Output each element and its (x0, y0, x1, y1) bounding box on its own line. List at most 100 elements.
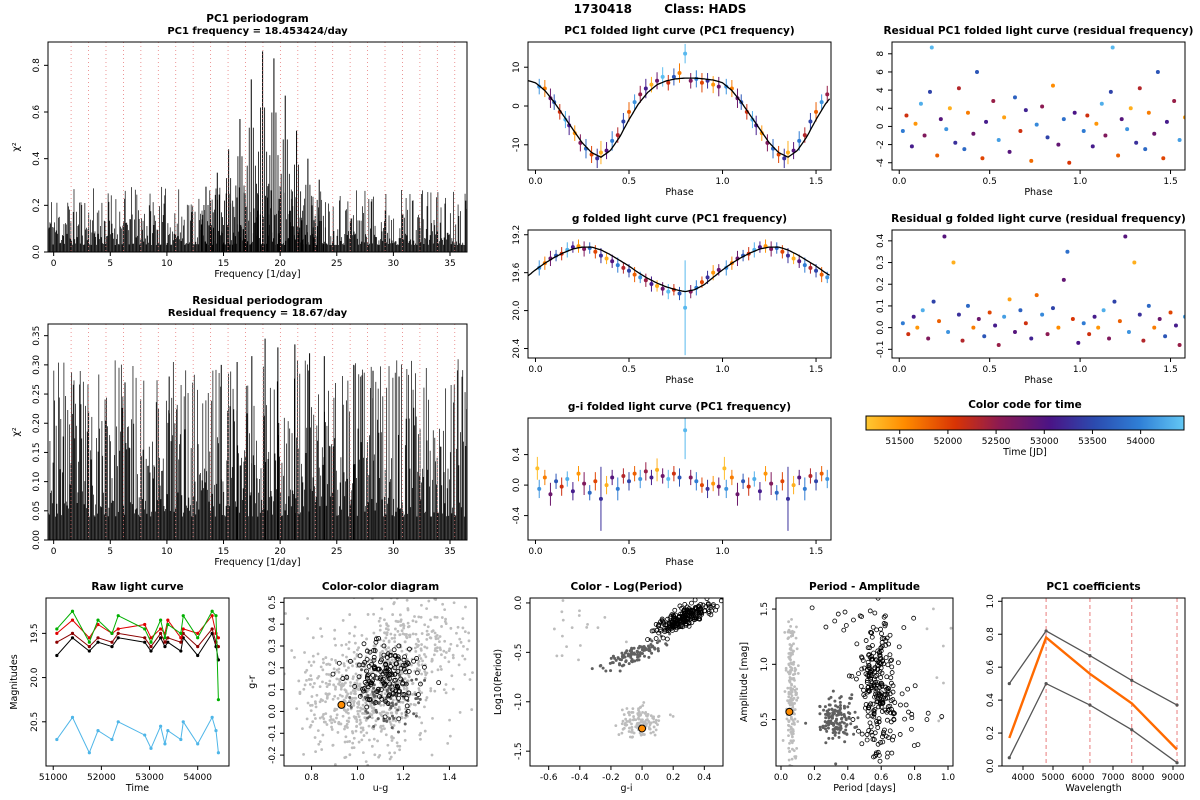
svg-text:35: 35 (444, 259, 455, 269)
svg-text:-0.4: -0.4 (571, 773, 589, 783)
svg-text:10: 10 (161, 259, 173, 269)
svg-text:4: 4 (876, 87, 886, 93)
svg-text:53000: 53000 (135, 773, 164, 783)
svg-text:1.0: 1.0 (715, 547, 730, 557)
svg-text:0.6: 0.6 (874, 773, 889, 783)
svg-text:0.4: 0.4 (32, 151, 42, 166)
svg-text:1.0: 1.0 (715, 365, 730, 375)
svg-text:0.0: 0.0 (876, 320, 886, 335)
pc1_folded-svg: 0.0 0.5 1.0 1.5 -10 0 10 PC1 folded light curve… (512, 25, 832, 198)
svg-text:g-i folded light curve (PC1 fr: g-i folded light curve (PC1 frequency) (568, 401, 791, 413)
panel-time-colorbar: 51500 52000 52500 53000 53500 54000 Color code… (856, 396, 1194, 460)
svg-text:0.0: 0.0 (774, 773, 789, 783)
svg-text:53000: 53000 (1030, 437, 1059, 447)
svg-text:0.3: 0.3 (268, 639, 278, 653)
svg-text:0.1: 0.1 (268, 682, 278, 696)
svg-text:1.5: 1.5 (760, 602, 770, 616)
svg-text:15: 15 (218, 547, 229, 557)
object-id: 1730418 (573, 2, 633, 16)
svg-text:20: 20 (274, 547, 286, 557)
svg-text:52000: 52000 (87, 773, 116, 783)
svg-text:g folded light curve (PC1 freq: g folded light curve (PC1 frequency) (572, 213, 787, 225)
svg-text:Color code for time: Color code for time (968, 399, 1082, 411)
svg-text:0.6: 0.6 (32, 105, 42, 120)
svg-text:0.4: 0.4 (268, 617, 278, 632)
svg-text:Color-color diagram: Color-color diagram (322, 581, 439, 593)
svg-text:0.0: 0.0 (528, 547, 543, 557)
svg-text:20.0: 20.0 (30, 667, 40, 687)
svg-text:0.8: 0.8 (907, 773, 922, 783)
svg-text:54000: 54000 (1126, 437, 1155, 447)
svg-text:-0.5: -0.5 (514, 644, 524, 662)
svg-text:0: 0 (876, 123, 886, 129)
svg-text:PC1 frequency = 18.453424/day: PC1 frequency = 18.453424/day (167, 26, 348, 37)
svg-text:8: 8 (876, 51, 886, 57)
svg-text:6: 6 (876, 69, 886, 75)
svg-text:0.5: 0.5 (622, 177, 636, 187)
svg-text:0.4: 0.4 (512, 447, 522, 462)
svg-text:19.5: 19.5 (30, 623, 40, 643)
svg-text:1.5: 1.5 (1163, 177, 1177, 187)
svg-text:1.5: 1.5 (809, 547, 823, 557)
svg-text:0.8: 0.8 (986, 627, 996, 642)
svg-text:0.10: 0.10 (32, 471, 42, 491)
svg-text:1.4: 1.4 (442, 773, 457, 783)
svg-text:-1.0: -1.0 (514, 693, 524, 711)
panel-g-folded-light-curve: 0.0 0.5 1.0 1.5 19.2 19.6 20.0 20.4 g folded lig… (492, 210, 840, 388)
svg-text:u-g: u-g (373, 783, 388, 794)
svg-text:1.5: 1.5 (809, 177, 823, 187)
svg-text:Time: Time (125, 783, 149, 794)
svg-text:PC1 coefficients: PC1 coefficients (1046, 581, 1140, 593)
svg-text:g-r: g-r (247, 675, 258, 688)
svg-text:1.5: 1.5 (809, 365, 823, 375)
svg-text:Wavelength: Wavelength (1065, 783, 1121, 794)
svg-text:Residual PC1 folded light curv: Residual PC1 folded light curve (residua… (884, 25, 1194, 37)
svg-text:Frequency [1/day]: Frequency [1/day] (214, 269, 300, 280)
svg-text:4000: 4000 (1012, 773, 1035, 783)
svg-text:19.6: 19.6 (512, 262, 522, 282)
svg-text:1.2: 1.2 (396, 773, 410, 783)
svg-text:0.4: 0.4 (697, 773, 712, 783)
svg-text:35: 35 (444, 547, 455, 557)
color_color-svg: 0.8 1.0 1.2 1.4 -0.2 -0.1 0.0 0.1 0.2 0.3 0.4 0.5 Co… (247, 581, 478, 794)
svg-text:Time [JD]: Time [JD] (1002, 447, 1047, 458)
svg-text:-0.2: -0.2 (268, 746, 278, 764)
svg-text:0.0: 0.0 (635, 773, 650, 783)
svg-text:Phase: Phase (1024, 375, 1053, 386)
color_logperiod-svg: -0.6 -0.4 -0.2 0.0 0.2 0.4 0.0 -0.5 -1.0 -1.5 Colo… (493, 581, 724, 794)
svg-text:19.2: 19.2 (512, 225, 522, 245)
svg-text:-10: -10 (512, 137, 522, 152)
svg-text:5: 5 (107, 547, 113, 557)
svg-text:52500: 52500 (982, 437, 1011, 447)
svg-text:0.5: 0.5 (983, 365, 997, 375)
svg-text:Period [days]: Period [days] (833, 783, 895, 794)
panel-residual-periodogram: 0 5 10 15 20 25 30 35 0.00 0.05 0.10 0.15 0.20 0.25 0.… (8, 292, 476, 570)
g_folded-svg: 0.0 0.5 1.0 1.5 19.2 19.6 20.0 20.4 g folded lig… (512, 213, 832, 386)
svg-text:g-i: g-i (620, 783, 632, 794)
svg-text:30: 30 (388, 547, 400, 557)
svg-text:8000: 8000 (1132, 773, 1155, 783)
svg-text:2: 2 (876, 105, 886, 111)
panel-raw-light-curve: 51000 52000 53000 54000 19.5 20.0 20.5 Raw ligh… (6, 578, 238, 796)
class-label: Class: HADS (664, 2, 747, 16)
svg-text:0.0: 0.0 (528, 365, 543, 375)
svg-text:1.0: 1.0 (941, 773, 956, 783)
svg-text:Residual periodogram: Residual periodogram (192, 295, 323, 307)
svg-text:Raw light curve: Raw light curve (91, 581, 183, 593)
panel-pc1-periodogram: 0 5 10 15 20 25 30 35 0.0 0.2 0.4 0.6 0.8 PC1 periodo… (8, 10, 476, 282)
svg-text:0.05: 0.05 (32, 501, 42, 521)
svg-text:0.30: 0.30 (32, 355, 42, 375)
svg-text:25: 25 (331, 547, 342, 557)
svg-text:54000: 54000 (183, 773, 212, 783)
svg-text:0.15: 0.15 (32, 442, 42, 462)
svg-text:0.4: 0.4 (876, 233, 886, 248)
svg-text:0.2: 0.2 (986, 726, 996, 740)
panel-color-color: 0.8 1.0 1.2 1.4 -0.2 -0.1 0.0 0.1 0.2 0.3 0.4 0.5 Co… (244, 578, 486, 796)
svg-text:0.2: 0.2 (666, 773, 680, 783)
panel-residual-g-folded: 0.0 0.5 1.0 1.5 -0.1 0.0 0.1 0.2 0.3 0.4 Residual … (856, 210, 1194, 388)
svg-text:Phase: Phase (665, 375, 694, 386)
svg-text:0.0: 0.0 (986, 759, 996, 774)
svg-text:Phase: Phase (665, 187, 694, 198)
svg-text:0.0: 0.0 (32, 245, 42, 260)
svg-text:0.2: 0.2 (32, 198, 42, 212)
